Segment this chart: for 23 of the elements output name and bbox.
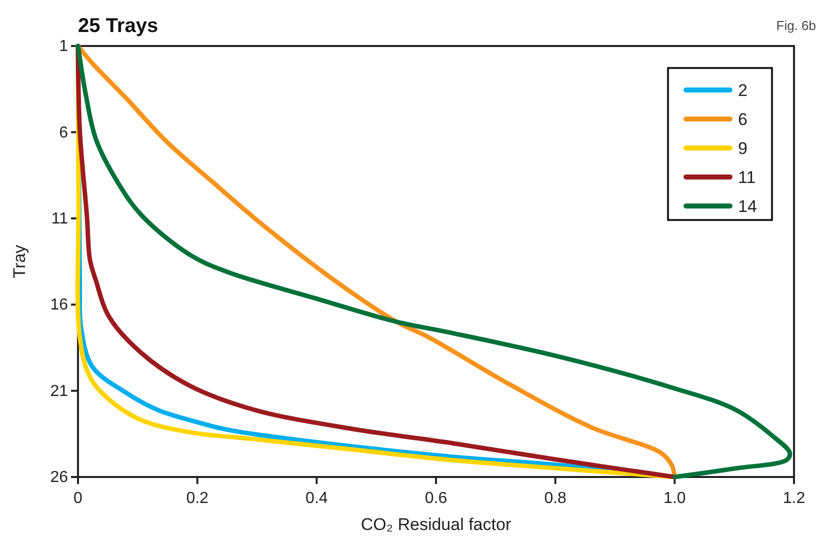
legend-label: 2 [738, 81, 748, 100]
x-tick-label: 0 [74, 490, 83, 507]
legend-label: 14 [738, 197, 757, 216]
x-tick-label: 1.2 [782, 490, 806, 507]
caption: Fig. 6b [776, 18, 816, 33]
y-tick-label: 6 [59, 124, 68, 142]
y-tick-label: 16 [50, 296, 68, 314]
y-tick-label: 26 [50, 469, 68, 486]
x-tick-label: 0.8 [544, 490, 567, 507]
legend-label: 11 [738, 168, 756, 187]
line-series [76, 44, 792, 480]
chart-title: 25 Trays [78, 15, 158, 37]
y-tick-label: 1 [59, 38, 68, 56]
legend-label: 9 [738, 139, 748, 158]
y-tick-label: 11 [51, 210, 68, 228]
x-tick-label: 0.2 [186, 490, 209, 507]
x-tick-label: 0.6 [424, 490, 448, 507]
legend-label: 6 [738, 110, 748, 129]
y-tick-label: 21 [50, 382, 68, 400]
y-axis-title: Tray [10, 244, 29, 278]
x-tick-label: 0.4 [306, 490, 328, 507]
x-tick-label: 1.0 [664, 490, 686, 507]
x-axis-title: CO₂ Residual factor [360, 515, 512, 534]
